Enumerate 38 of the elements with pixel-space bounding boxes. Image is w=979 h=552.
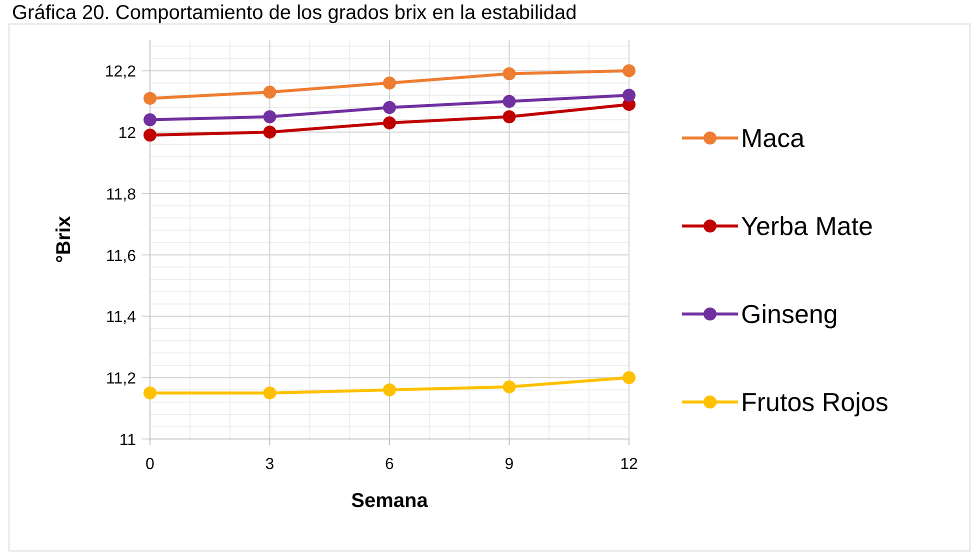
- x-tick-label: 9: [504, 456, 514, 473]
- point: [622, 371, 636, 384]
- point: [383, 383, 396, 396]
- legend-label: Ginseng: [741, 299, 838, 329]
- legend-label: Yerba Mate: [741, 211, 874, 241]
- point: [502, 380, 516, 394]
- point: [622, 64, 636, 78]
- point: [383, 76, 396, 90]
- point: [263, 386, 276, 400]
- point: [144, 92, 156, 105]
- point: [263, 110, 276, 124]
- y-tick-label: 12: [118, 125, 136, 142]
- point: [144, 128, 156, 142]
- y-tick-label: 11,2: [106, 370, 136, 388]
- point: [263, 126, 276, 139]
- point: [144, 386, 156, 400]
- point: [383, 116, 396, 130]
- point: [502, 67, 516, 80]
- point: [622, 88, 636, 102]
- y-tick-label: 12,2: [104, 64, 136, 81]
- x-tick-label: 3: [265, 456, 274, 473]
- x-tick-label: 12: [620, 456, 638, 473]
- x-tick-label: 6: [385, 456, 394, 473]
- legend-label: Frutos Rojos: [741, 387, 888, 417]
- point: [144, 113, 156, 126]
- point: [502, 110, 516, 124]
- legend-label: Maca: [741, 123, 806, 153]
- x-tick-label: 0: [146, 456, 155, 473]
- x-axis-title: Semana: [351, 490, 429, 512]
- point: [502, 94, 516, 108]
- point: [263, 86, 276, 99]
- y-tick-label: 11: [119, 432, 136, 449]
- y-tick-label: 11,4: [106, 309, 136, 326]
- y-tick-label: 11,6: [106, 248, 136, 265]
- y-tick-label: 11,8: [106, 186, 136, 204]
- y-axis-title: °Brix: [53, 216, 75, 263]
- point: [383, 101, 396, 114]
- chart-title: Gráfica 20. Comportamiento de los grados brix en la estabilidad: [12, 2, 577, 24]
